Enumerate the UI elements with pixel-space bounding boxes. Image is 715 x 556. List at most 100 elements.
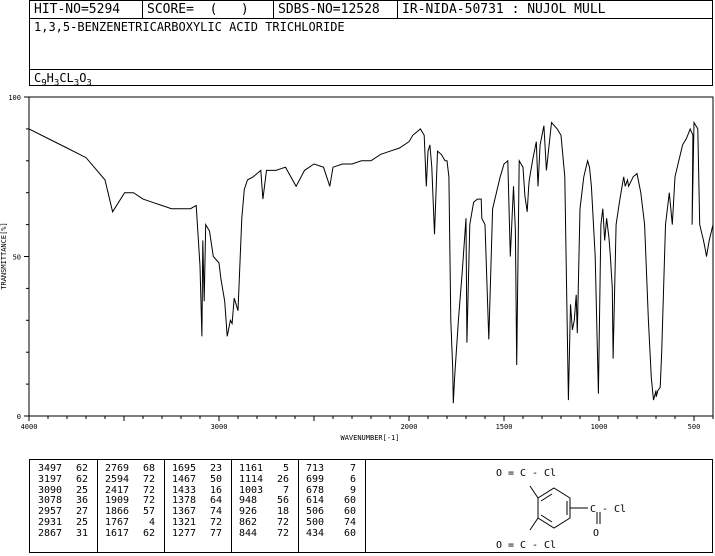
peak-column-divider	[164, 460, 165, 552]
peak-transmittance: 60	[343, 506, 356, 518]
peak-transmittance: 60	[343, 495, 356, 507]
y-tick-label: 50	[13, 254, 21, 262]
peak-wavenumber: 506	[306, 506, 325, 518]
spectrum-line	[28, 120, 714, 404]
peak-wavenumber: 434	[306, 527, 325, 539]
peak-transmittance: 26	[276, 473, 289, 485]
peak-transmittance: 74	[343, 517, 356, 528]
sdbs-number: SDBS-NO=12528	[278, 2, 380, 17]
peak-wavenumber: 2594	[105, 473, 130, 485]
peak-wavenumber: 678	[306, 484, 325, 496]
peak-wavenumber: 2931	[38, 517, 63, 528]
peak-transmittance: 7	[282, 484, 289, 496]
peak-transmittance: 27	[75, 506, 88, 518]
top-c-label: C	[520, 468, 526, 479]
axis-ticks	[24, 96, 714, 421]
peak-transmittance: 72	[142, 484, 155, 496]
compound-name: 1,3,5-BENZENETRICARBOXYLIC ACID TRICHLOR…	[34, 20, 345, 34]
molecular-formula: C9H3CL3O3	[34, 71, 92, 88]
peak-wavenumber: 2417	[105, 484, 130, 496]
x-tick-label: 2000	[401, 423, 418, 431]
peak-wavenumber: 1114	[239, 473, 264, 485]
peak-wavenumber: 3197	[38, 473, 63, 485]
peak-transmittance: 62	[75, 473, 88, 485]
x-tick-label: 4000	[21, 423, 38, 431]
x-tick-labels: 4000 3000 2000 1500 1000 500	[21, 423, 701, 431]
ir-code: IR-NIDA-50731 : NUJOL MULL	[402, 2, 606, 17]
formula-subscript: 9	[41, 78, 47, 89]
peak-transmittance: 25	[75, 484, 88, 496]
peak-transmittance: 56	[276, 495, 289, 507]
peak-wavenumber: 948	[239, 495, 258, 507]
peak-transmittance: 57	[142, 506, 155, 518]
score: SCORE= ( )	[147, 2, 249, 17]
x-axis-label: WAVENUMBER[-1]	[340, 434, 399, 442]
peak-transmittance: 25	[75, 517, 88, 528]
peak-wavenumber: 1378	[172, 495, 197, 507]
bottom-o-label: O	[496, 540, 502, 551]
right-o-label: O	[593, 528, 599, 539]
peak-transmittance: 72	[276, 517, 289, 528]
peak-transmittance: 4	[148, 517, 155, 528]
peak-wavenumber: 3090	[38, 484, 63, 496]
header-divider	[273, 1, 274, 18]
spectrum-header: HIT-NO=5294 SCORE= ( ) SDBS-NO=12528 IR-…	[29, 0, 713, 88]
header-divider	[397, 1, 398, 18]
x-tick-label: 3000	[211, 423, 228, 431]
formula-subscript: 3	[73, 78, 80, 89]
peak-transmittance: 36	[75, 495, 88, 507]
peak-wavenumber: 3497	[38, 463, 63, 474]
peak-wavenumber: 862	[239, 517, 258, 528]
peak-transmittance: 64	[209, 495, 222, 507]
top-o-label: O	[496, 468, 502, 479]
header-divider	[142, 1, 143, 18]
header-row: HIT-NO=5294 SCORE= ( ) SDBS-NO=12528 IR-…	[30, 1, 712, 19]
peak-wavenumber: 713	[306, 463, 325, 474]
y-tick-labels: 0 50 100	[8, 94, 21, 421]
bottom-bond: -	[532, 540, 538, 551]
y-axis-label: TRANSMITTANCE[%]	[0, 222, 8, 289]
peak-transmittance: 77	[209, 527, 222, 539]
top-cl-label: Cl	[544, 468, 556, 479]
peak-transmittance: 72	[209, 517, 222, 528]
bottom-c-label: C	[520, 540, 526, 551]
peak-wavenumber: 500	[306, 517, 325, 528]
formula-subscript: 3	[86, 78, 92, 89]
peak-wavenumber: 1433	[172, 484, 197, 496]
x-tick-label: 1000	[591, 423, 608, 431]
molecule-structure: O = C - Cl C - Cl O O = C - Cl	[496, 468, 626, 551]
right-c-label: C	[590, 504, 596, 515]
peak-column-divider	[298, 460, 299, 552]
peak-transmittance: 23	[209, 463, 222, 474]
formula-subscript: 3	[53, 78, 60, 89]
peak-wavenumber: 2769	[105, 463, 130, 474]
peak-transmittance: 7	[349, 463, 356, 474]
right-bond: -	[602, 504, 608, 515]
hit-number: HIT-NO=5294	[34, 2, 121, 17]
formula-element: C	[34, 71, 42, 85]
peak-transmittance: 72	[142, 495, 155, 507]
peak-wavenumber: 699	[306, 473, 325, 485]
peak-transmittance: 18	[276, 506, 289, 518]
peak-table: O = C - Cl C - Cl O O = C - Cl 3497 62 319…	[29, 459, 713, 553]
peak-wavenumber: 1866	[105, 506, 130, 518]
formula-divider	[30, 69, 712, 70]
top-bond: -	[532, 468, 538, 479]
peak-wavenumber: 1695	[172, 463, 197, 474]
peak-transmittance: 16	[209, 484, 222, 496]
peak-transmittance: 74	[209, 506, 222, 518]
formula-element: H	[46, 71, 54, 85]
peak-transmittance: 6	[349, 473, 356, 485]
peak-column-divider	[231, 460, 232, 552]
peak-wavenumber: 1767	[105, 517, 130, 528]
peak-wavenumber: 926	[239, 506, 258, 518]
peak-transmittance: 62	[142, 527, 155, 539]
peak-wavenumber: 1367	[172, 506, 197, 518]
peak-wavenumber: 614	[306, 495, 325, 507]
x-tick-label: 1500	[496, 423, 513, 431]
peak-wavenumber: 1161	[239, 463, 264, 474]
peak-transmittance: 72	[142, 473, 155, 485]
peak-wavenumber: 844	[239, 527, 258, 539]
benzene-ring	[529, 485, 601, 531]
peak-transmittance: 5	[282, 463, 289, 474]
